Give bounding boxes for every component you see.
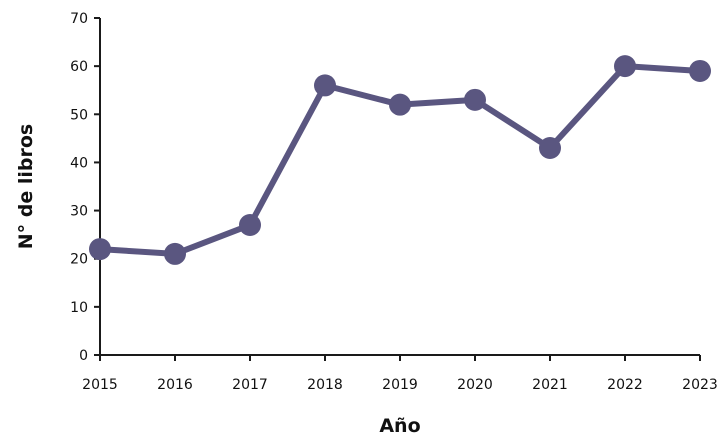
data-point: [164, 242, 186, 265]
x-tick-label: 2021: [532, 377, 568, 393]
y-tick-label: 50: [70, 107, 88, 123]
axes: [99, 18, 700, 356]
y-tick-label: 40: [70, 155, 88, 171]
y-tick-label: 70: [70, 11, 88, 27]
x-tick-label: 2023: [682, 377, 718, 393]
y-tick-label: 10: [70, 300, 88, 316]
data-point: [614, 55, 636, 78]
y-axis-title: N° de libros: [15, 124, 37, 249]
data-point: [89, 238, 111, 261]
data-point: [689, 59, 711, 82]
y-tick-label: 20: [70, 252, 88, 268]
data-point: [464, 88, 486, 111]
x-tick-label: 2022: [607, 377, 643, 393]
x-ticks: 2015 2016 2017 2018 2019 2020 2021 2022 2023: [82, 355, 718, 393]
x-axis-title: Año: [379, 415, 420, 437]
y-tick-label: 60: [70, 59, 88, 75]
data-point: [314, 74, 336, 97]
x-tick-label: 2016: [157, 377, 193, 393]
data-point: [239, 214, 261, 237]
x-tick-label: 2017: [232, 377, 268, 393]
x-tick-label: 2019: [382, 377, 418, 393]
x-tick-label: 2018: [307, 377, 343, 393]
x-tick-label: 2015: [82, 377, 118, 393]
x-tick-label: 2020: [457, 377, 493, 393]
y-tick-label: 0: [79, 348, 88, 364]
y-ticks: 0 10 20 30 40 50 60 70: [70, 11, 100, 364]
series: [89, 55, 711, 265]
data-point: [539, 136, 561, 159]
y-tick-label: 30: [70, 204, 88, 220]
data-point: [389, 93, 411, 116]
